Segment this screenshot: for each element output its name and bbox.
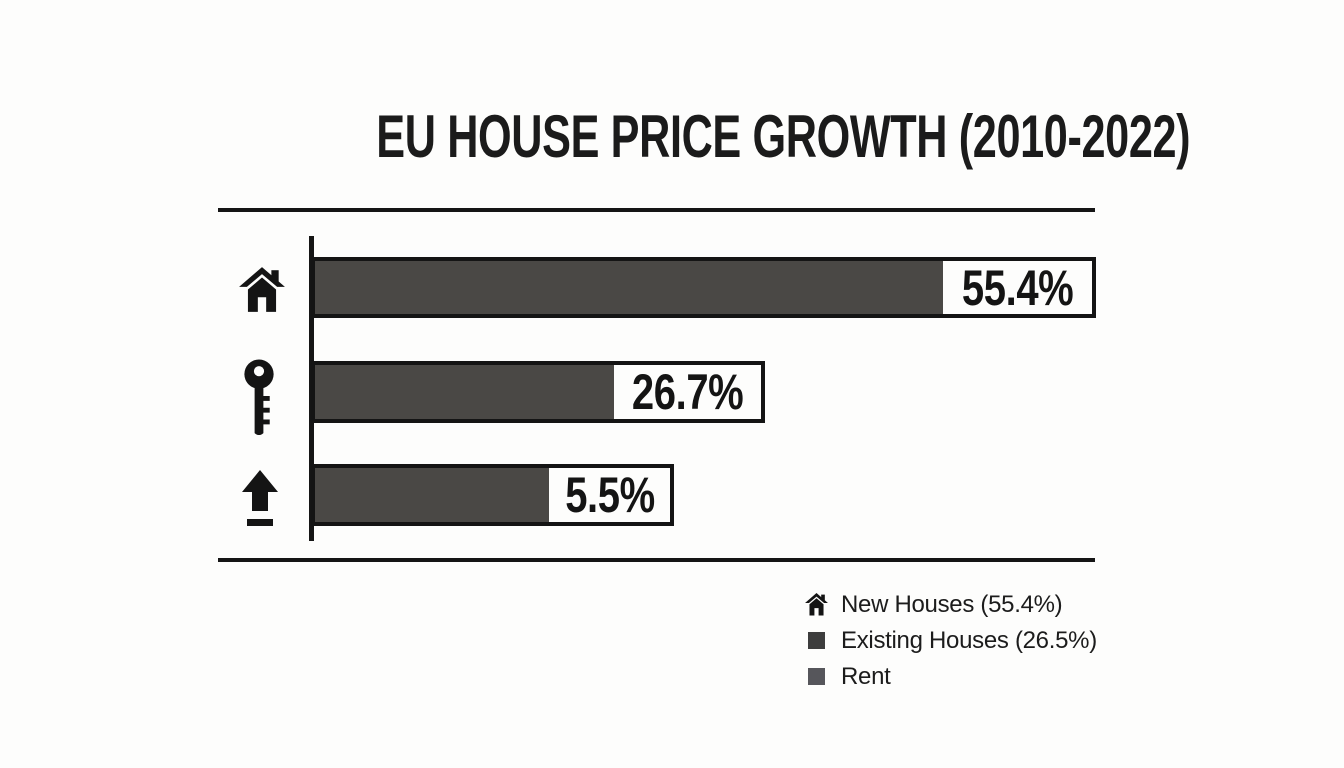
bar-rent: 5.5%	[311, 464, 674, 526]
bar-new-houses: 55.4%	[311, 257, 1096, 318]
house-icon	[802, 592, 830, 618]
legend-item-existing-houses: Existing Houses (26.5%)	[802, 627, 1097, 654]
chart-title: EU HOUSE PRICE GROWTH (2010-2022)	[218, 106, 1190, 168]
legend: New Houses (55.4%) Existing Houses (26.5…	[802, 591, 1097, 699]
legend-item-new-houses: New Houses (55.4%)	[802, 591, 1097, 618]
legend-square-dark-icon	[808, 632, 825, 649]
top-divider-line	[218, 208, 1095, 212]
legend-label: Existing Houses (26.5%)	[841, 627, 1097, 654]
key-icon	[243, 359, 275, 437]
arrow-up-icon	[241, 470, 279, 528]
bottom-divider-line	[218, 558, 1095, 562]
legend-label: Rent	[841, 663, 891, 690]
bar-fill	[315, 365, 614, 419]
house-icon	[237, 262, 287, 318]
legend-label: New Houses (55.4%)	[841, 591, 1063, 618]
bar-value-label: 5.5%	[564, 467, 655, 523]
bar-fill	[315, 468, 549, 522]
bar-value-label: 26.7%	[631, 364, 744, 420]
legend-item-rent: Rent	[802, 663, 1097, 690]
bar-value-label: 55.4%	[961, 259, 1074, 316]
bar-existing-houses: 26.7%	[311, 361, 765, 423]
legend-square-gray-icon	[808, 668, 825, 685]
bar-fill	[315, 261, 943, 314]
chart-title-text: EU HOUSE PRICE GROWTH (2010-2022)	[376, 103, 1191, 170]
